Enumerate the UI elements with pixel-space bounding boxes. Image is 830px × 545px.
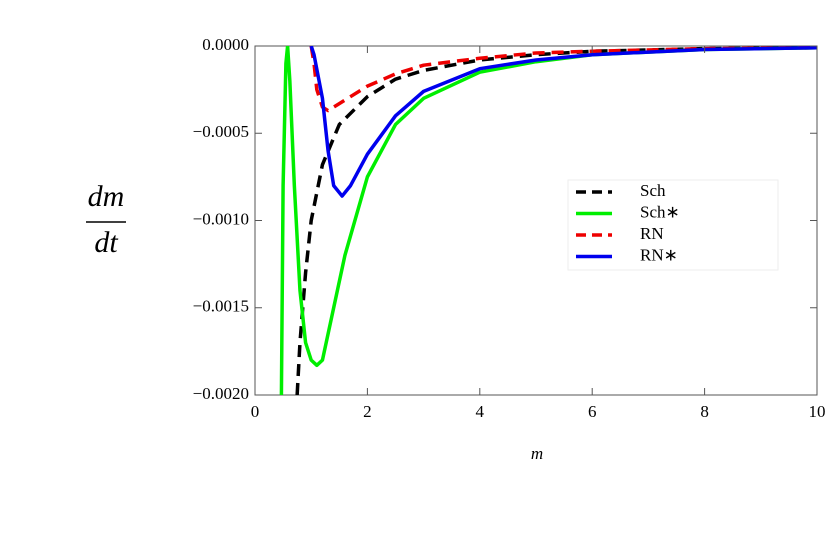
legend-label: Sch∗ bbox=[640, 202, 680, 221]
y-label-numerator: dm bbox=[88, 180, 125, 213]
series-line bbox=[295, 46, 817, 395]
y-tick-label: −0.0015 bbox=[193, 297, 249, 316]
legend-label: Sch bbox=[640, 181, 666, 200]
plot-lines bbox=[279, 46, 817, 395]
x-tick-label: 8 bbox=[700, 402, 709, 421]
legend-label: RN∗ bbox=[640, 245, 678, 264]
y-tick-label: 0.0000 bbox=[202, 35, 249, 54]
y-tick-label: −0.0005 bbox=[193, 122, 249, 141]
y-tick-label: −0.0020 bbox=[193, 384, 249, 403]
series-line bbox=[309, 46, 817, 198]
y-label-denominator: dt bbox=[94, 226, 118, 259]
x-tick-label: 0 bbox=[251, 402, 260, 421]
x-tick-label: 2 bbox=[363, 402, 372, 421]
x-axis-label: m bbox=[531, 444, 543, 463]
x-tick-label: 4 bbox=[476, 402, 485, 421]
x-tick-label: 6 bbox=[588, 402, 597, 421]
y-tick-label: −0.0010 bbox=[193, 209, 249, 228]
series-line bbox=[279, 46, 817, 395]
series-line bbox=[309, 46, 817, 113]
x-tick-label: 10 bbox=[809, 402, 826, 421]
legend-label: RN bbox=[640, 224, 664, 243]
